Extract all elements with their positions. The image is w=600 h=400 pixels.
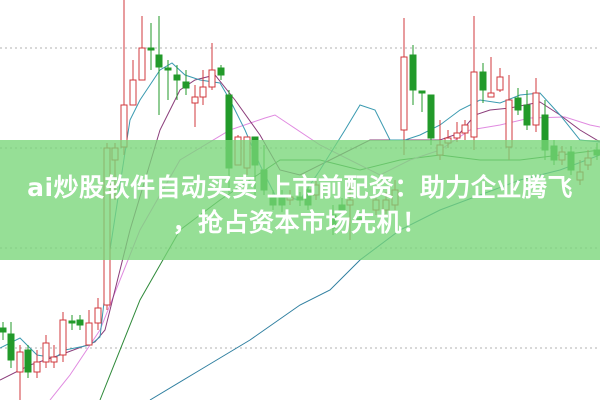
candle-down <box>147 47 155 51</box>
candle-down <box>479 71 487 91</box>
candle-up <box>487 92 495 98</box>
candle-up <box>129 79 137 106</box>
candle-down <box>217 67 225 76</box>
candle-up <box>42 342 50 363</box>
candle-down <box>0 327 7 333</box>
candle-up <box>470 71 478 138</box>
candle-up <box>94 307 102 324</box>
candle-down <box>7 333 15 361</box>
candle-down <box>427 94 435 139</box>
candle-down <box>24 349 32 373</box>
candle-up <box>496 76 504 91</box>
candle-down <box>76 319 84 326</box>
candle-up <box>138 47 146 81</box>
headline-line-2: ，抢占资本市场先机！ <box>172 208 428 237</box>
candle-up <box>59 319 67 356</box>
candle-down <box>182 81 190 89</box>
candle-down <box>514 97 522 111</box>
candle-up <box>85 322 93 346</box>
headline-line-1: ai炒股软件自动买卖 上市前配资：助力企业腾飞 <box>27 173 573 202</box>
candle-up <box>532 92 540 126</box>
candle-up <box>16 351 24 373</box>
candle-down <box>418 90 426 94</box>
candle-down <box>68 320 76 324</box>
candle-up <box>191 96 199 104</box>
headline-banner <box>0 140 600 260</box>
candle-down <box>409 54 417 91</box>
candle-down <box>155 54 163 68</box>
candle-down <box>164 67 172 71</box>
candle-up <box>453 132 461 139</box>
candle-up <box>461 124 469 134</box>
candle-up <box>33 361 41 373</box>
candle-down <box>523 104 531 126</box>
candle-down <box>173 74 181 81</box>
candle-up <box>50 356 58 363</box>
candle-up <box>208 69 216 88</box>
candle-up <box>400 56 408 131</box>
candle-up <box>199 86 207 98</box>
